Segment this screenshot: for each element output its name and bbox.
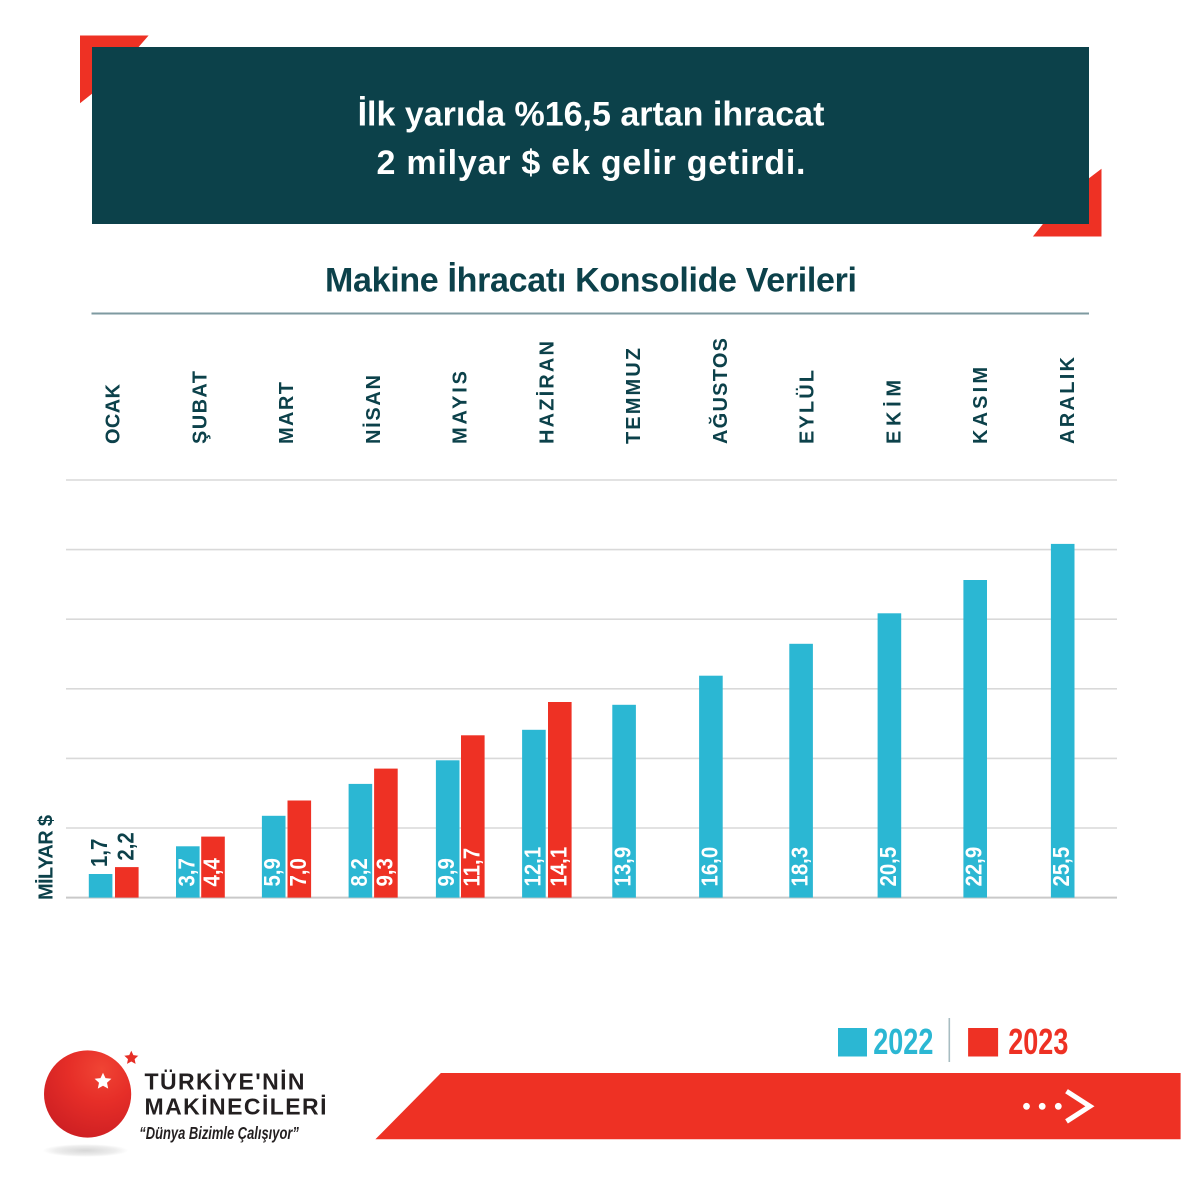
- svg-text:4,4: 4,4: [198, 858, 224, 886]
- svg-text:22,9: 22,9: [961, 847, 987, 887]
- svg-text:13,9: 13,9: [610, 847, 636, 887]
- svg-text:MİLYAR $: MİLYAR $: [35, 815, 58, 900]
- svg-text:2023: 2023: [1008, 1021, 1068, 1062]
- svg-text:18,3: 18,3: [787, 847, 813, 887]
- svg-text:“Dünya Bizimle Çalışıyor”: “Dünya Bizimle Çalışıyor”: [139, 1124, 299, 1143]
- svg-text:3,7: 3,7: [173, 858, 199, 886]
- svg-text:12,1: 12,1: [519, 847, 545, 887]
- svg-text:7,0: 7,0: [285, 858, 311, 886]
- svg-text:9,3: 9,3: [371, 858, 397, 886]
- svg-text:9,9: 9,9: [433, 858, 459, 886]
- svg-text:NİSAN: NİSAN: [362, 375, 385, 444]
- svg-text:TEMMUZ: TEMMUZ: [623, 348, 645, 444]
- svg-text:16,0: 16,0: [696, 847, 722, 887]
- svg-text:MAYIS: MAYIS: [450, 371, 472, 444]
- svg-text:8,2: 8,2: [346, 858, 372, 886]
- svg-text:ARALIK: ARALIK: [1057, 356, 1079, 444]
- svg-text:MART: MART: [276, 382, 298, 444]
- svg-text:25,5: 25,5: [1048, 847, 1074, 887]
- svg-text:2,2: 2,2: [112, 832, 138, 860]
- svg-text:OCAK: OCAK: [103, 383, 125, 444]
- svg-text:2022: 2022: [873, 1021, 933, 1062]
- svg-text:14,1: 14,1: [545, 847, 571, 887]
- svg-text:20,5: 20,5: [875, 847, 901, 887]
- svg-text:EKİM: EKİM: [882, 380, 905, 444]
- svg-text:2 milyar $ ek gelir getirdi.: 2 milyar $ ek gelir getirdi.: [377, 144, 806, 182]
- svg-text:HAZİRAN: HAZİRAN: [535, 341, 558, 444]
- svg-text:5,9: 5,9: [259, 858, 285, 886]
- svg-text:İlk yarıda %16,5 artan ihracat: İlk yarıda %16,5 artan ihracat: [358, 96, 825, 134]
- svg-text:KASIM: KASIM: [970, 367, 992, 444]
- svg-text:AĞUSTOS: AĞUSTOS: [708, 338, 732, 444]
- svg-text:EYLÜL: EYLÜL: [796, 370, 819, 444]
- svg-text:ŞUBAT: ŞUBAT: [189, 371, 211, 444]
- svg-text:1,7: 1,7: [86, 839, 112, 867]
- svg-text:TÜRKİYE'NİN: TÜRKİYE'NİN: [145, 1069, 305, 1095]
- svg-text:MAKİNECİLERİ: MAKİNECİLERİ: [145, 1094, 327, 1120]
- svg-text:11,7: 11,7: [458, 848, 484, 887]
- svg-text:Makine İhracatı Konsolide Veri: Makine İhracatı Konsolide Verileri: [325, 262, 857, 300]
